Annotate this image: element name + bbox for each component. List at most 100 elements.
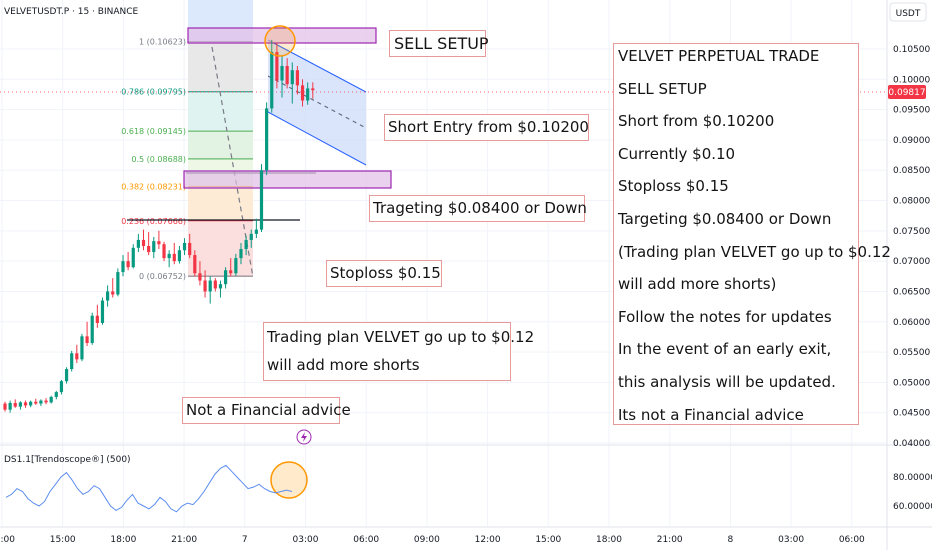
stoploss-text: Stoploss $0.15 — [330, 264, 441, 282]
candle-body — [147, 246, 151, 253]
candle-body — [70, 353, 74, 370]
channel-lower — [267, 111, 367, 166]
info-line: VELVET PERPETUAL TRADE — [618, 47, 820, 65]
time-tick: 03:00 — [778, 535, 804, 545]
fib-band-1 — [188, 41, 253, 93]
targeting-text: Trageting $0.08400 or Down — [373, 199, 587, 217]
price-tick: 0.04000 — [893, 439, 930, 449]
time-tick: 09:00 — [414, 535, 440, 545]
short-entry-note[interactable]: Short Entry from $0.10200 — [384, 114, 589, 141]
candle-body — [229, 270, 233, 274]
candle-body — [300, 85, 305, 101]
info-line: Currently $0.10 — [618, 144, 736, 163]
candle-body — [13, 402, 17, 407]
top-highlight-circle[interactable] — [264, 25, 296, 57]
oscillator-highlight-circle[interactable] — [270, 461, 308, 499]
price-tick: 0.08000 — [893, 197, 930, 207]
fib-label: 0.5 (0.08688) — [131, 155, 186, 164]
candle-body — [126, 261, 130, 268]
candle-body — [90, 315, 94, 343]
symbol-title[interactable]: VELVETUSDT.P · 15 · BINANCE — [4, 7, 139, 17]
descending-channel[interactable] — [267, 39, 367, 166]
time-tick: 06:00 — [353, 535, 379, 545]
channel-median — [267, 75, 367, 129]
trading-plan-line2: will add more shorts — [267, 356, 420, 374]
candle-body — [198, 273, 202, 281]
time-tick: 06:00 — [839, 535, 865, 545]
candle-body — [285, 65, 289, 85]
candle-body — [3, 403, 7, 410]
candle-body — [80, 336, 84, 360]
candle-body — [280, 65, 284, 81]
fib-band-6 — [188, 221, 253, 277]
candlestick-series — [3, 39, 315, 413]
info-line: Its not a Financial advice — [618, 405, 804, 424]
price-tick: 0.10500 — [893, 45, 930, 55]
time-tick: 18:00 — [596, 535, 622, 545]
info-line: Stoploss $0.15 — [618, 177, 729, 196]
channel-fill — [268, 40, 366, 165]
target-zone[interactable] — [183, 170, 392, 189]
info-line: Targeting $0.08400 or Down — [618, 209, 832, 228]
candle-body — [85, 336, 89, 343]
candle-body — [239, 249, 243, 259]
candle-body — [162, 244, 166, 259]
price-axis[interactable]: 0.10500 0.10000 0.09500 0.09000 0.08500 0.080… — [893, 45, 930, 449]
disclaimer-note[interactable]: Not a Financial advice — [182, 397, 351, 424]
info-line: In the event of an early exit, — [618, 340, 832, 359]
time-tick: 15:00 — [50, 535, 76, 545]
fib-band-3 — [188, 131, 253, 160]
info-line: this analysis will be updated. — [618, 372, 836, 391]
time-tick: 15:00 — [535, 535, 561, 545]
trading-plan-line1: Trading plan VELVET go up to $0.12 — [267, 328, 535, 346]
fib-label: 0.786 (0.09795) — [121, 88, 186, 97]
candle-body — [49, 396, 53, 403]
candle-body — [218, 284, 223, 289]
price-tick: 0.07000 — [893, 257, 930, 267]
trade-info-panel[interactable]: VELVET PERPETUAL TRADE SELL SETUP Short … — [613, 43, 891, 425]
candle-body — [290, 70, 294, 85]
currency-button[interactable] — [889, 2, 927, 22]
candle-body — [249, 233, 253, 240]
channel-upper — [267, 39, 367, 93]
candle-body — [275, 52, 279, 81]
time-tick: 18:00 — [110, 535, 136, 545]
candle-body — [106, 291, 110, 301]
price-tick: 0.10000 — [893, 75, 930, 85]
time-axis[interactable]: 12:00 15:00 18:00 21:00 7 03:00 06:00 09:00 12:0… — [0, 535, 865, 545]
targeting-note[interactable]: Trageting $0.08400 or Down — [369, 195, 587, 222]
candle-body — [75, 353, 79, 360]
candle-body — [152, 241, 156, 253]
candle-body — [8, 402, 12, 410]
price-tick: 0.09000 — [893, 136, 930, 146]
oscillator-tick: 80.00000 — [893, 473, 932, 483]
short-entry-text: Short Entry from $0.10200 — [388, 118, 589, 136]
fib-label: 0.382 (0.08231) — [121, 183, 186, 192]
sell-zone[interactable] — [187, 27, 377, 44]
stoploss-note[interactable]: Stoploss $0.15 — [326, 260, 442, 287]
price-tick: 0.07500 — [893, 227, 930, 237]
oscillator-axis: 80.00000 60.00000 — [893, 473, 932, 512]
candle-body — [311, 88, 315, 91]
price-tick: 0.05000 — [893, 378, 930, 388]
candle-body — [177, 250, 182, 262]
candle-body — [18, 402, 22, 407]
candle-body — [64, 369, 69, 382]
sell-setup-note[interactable]: SELL SETUP — [389, 30, 489, 57]
price-tick: 0.09500 — [893, 106, 930, 116]
candle-body — [259, 170, 264, 230]
candle-body — [295, 70, 300, 86]
current-price-tag: 0.09817 — [888, 85, 926, 99]
candle-body — [59, 381, 64, 393]
fib-label: 0.236 (0.07666) — [121, 217, 186, 226]
time-tick: 21:00 — [171, 535, 197, 545]
chart-grid — [0, 0, 887, 527]
fib-band-5 — [188, 188, 253, 221]
candle-body — [234, 258, 238, 274]
candle-body — [157, 241, 161, 245]
disclaimer-text: Not a Financial advice — [186, 401, 351, 419]
candle-body — [100, 300, 105, 323]
trading-plan-note[interactable]: Trading plan VELVET go up to $0.12 will … — [263, 322, 535, 381]
fib-band-2 — [188, 93, 253, 131]
